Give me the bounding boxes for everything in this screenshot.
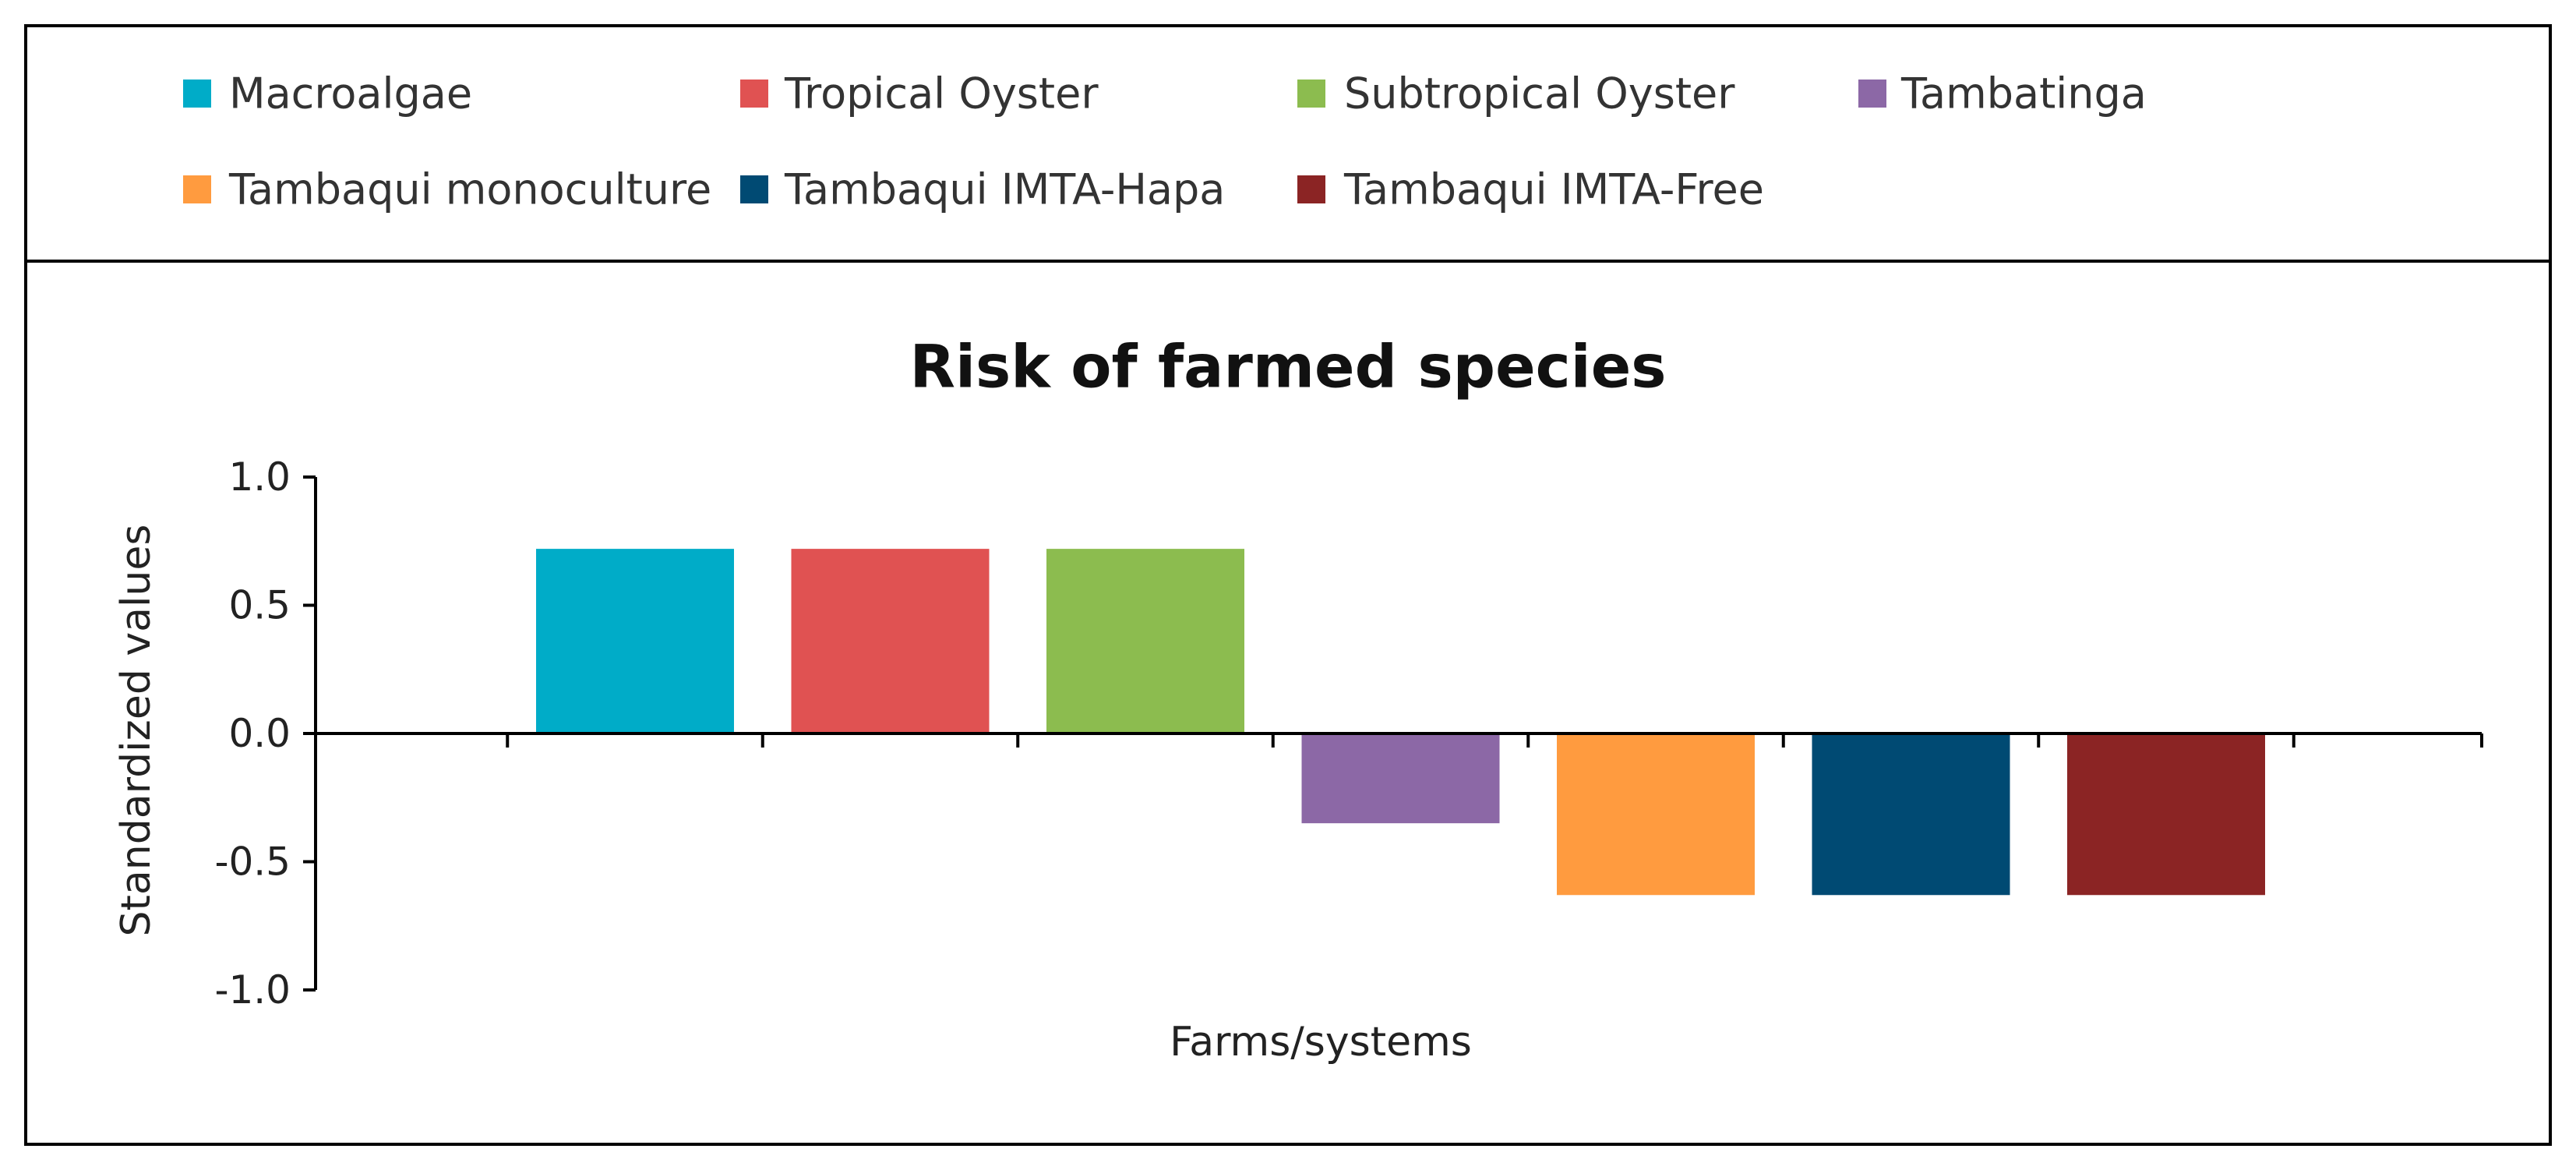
y-tick-label: -1.0: [214, 967, 291, 1013]
legend-item-macroalgae[interactable]: Macroalgae: [183, 69, 472, 118]
plot-area: 1.0 0.5 0.0 -0.5 -1.0: [214, 454, 2483, 1013]
figure-frame: [24, 24, 2552, 1146]
bar-subtropical-oyster: [1046, 549, 1244, 733]
legend-item-tambatinga[interactable]: Tambatinga: [1858, 69, 2147, 118]
legend-item-subtropical-oyster[interactable]: Subtropical Oyster: [1297, 69, 1735, 118]
y-axis-label: Standardized values: [113, 525, 160, 937]
legend-label-tambaqui-imta-free: Tambaqui IMTA-Free: [1343, 165, 1764, 214]
legend: Macroalgae Tropical Oyster Subtropical O…: [183, 69, 2147, 214]
bar-tambatinga: [1301, 733, 1500, 824]
legend-swatch-subtropical-oyster: [1297, 80, 1325, 108]
y-tick-labels: 1.0 0.5 0.0 -0.5 -1.0: [214, 454, 291, 1013]
x-axis-label: Farms/systems: [1170, 1019, 1472, 1066]
legend-item-tambaqui-monoculture[interactable]: Tambaqui monoculture: [183, 165, 711, 214]
legend-swatch-tambaqui-monoculture: [183, 175, 211, 203]
bar-tambaqui-monoculture: [1557, 733, 1755, 896]
axes: [303, 475, 2483, 991]
y-tick-label: 0.0: [228, 711, 291, 756]
legend-label-tambaqui-monoculture: Tambaqui monoculture: [228, 165, 711, 214]
y-tick-label: 0.5: [228, 583, 291, 628]
bar-group: [536, 549, 2265, 896]
legend-swatch-tropical-oyster: [740, 80, 768, 108]
legend-swatch-macroalgae: [183, 80, 211, 108]
legend-label-macroalgae: Macroalgae: [229, 69, 472, 118]
legend-item-tambaqui-imta-free[interactable]: Tambaqui IMTA-Free: [1297, 165, 1764, 214]
bar-macroalgae: [536, 549, 734, 733]
legend-label-tambaqui-imta-hapa: Tambaqui IMTA-Hapa: [784, 165, 1225, 214]
y-tick-label: -0.5: [214, 840, 291, 885]
legend-item-tropical-oyster[interactable]: Tropical Oyster: [740, 69, 1099, 118]
chart-title: Risk of farmed species: [909, 332, 1666, 401]
y-tick-label: 1.0: [228, 454, 291, 500]
legend-item-tambaqui-imta-hapa[interactable]: Tambaqui IMTA-Hapa: [740, 165, 1225, 214]
bar-tropical-oyster: [791, 549, 990, 733]
legend-swatch-tambatinga: [1858, 80, 1886, 108]
legend-swatch-tambaqui-imta-hapa: [740, 175, 768, 203]
legend-label-tropical-oyster: Tropical Oyster: [784, 69, 1099, 118]
legend-swatch-tambaqui-imta-free: [1297, 175, 1325, 203]
legend-label-tambatinga: Tambatinga: [1900, 69, 2147, 118]
bar-tambaqui-imta-free: [2067, 733, 2265, 896]
legend-label-subtropical-oyster: Subtropical Oyster: [1344, 69, 1735, 118]
bar-tambaqui-imta-hapa: [1812, 733, 2010, 896]
